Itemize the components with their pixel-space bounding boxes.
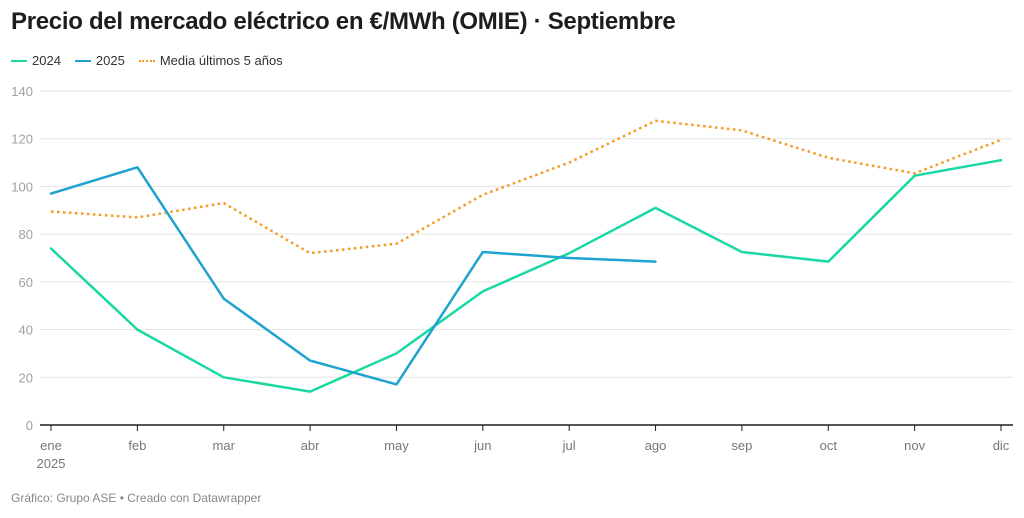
legend-label-2025: 2025 xyxy=(95,53,125,68)
x-tick-label-dic: dic xyxy=(993,438,1010,453)
x-tick-label-jun: jun xyxy=(473,438,491,453)
x-tick-label-nov: nov xyxy=(904,438,925,453)
series-line-2025 xyxy=(49,166,657,386)
chart-title: Precio del mercado eléctrico en €/MWh (O… xyxy=(11,8,676,35)
x-tick-label-abr: abr xyxy=(301,438,320,453)
footer-credit: Gráfico: Grupo ASE • Creado con Datawrap… xyxy=(11,491,262,505)
x-tick-label-mar: mar xyxy=(213,438,236,453)
y-tick-label-20: 20 xyxy=(19,370,33,385)
y-tick-label-120: 120 xyxy=(11,132,33,147)
x-tick-label-ago: ago xyxy=(645,438,667,453)
y-tick-label-100: 100 xyxy=(11,179,33,194)
y-tick-label-140: 140 xyxy=(11,84,33,99)
y-tick-label-80: 80 xyxy=(19,227,33,242)
legend-item-media: Media últimos 5 años xyxy=(138,53,283,68)
x-tick-label-oct: oct xyxy=(820,438,838,453)
y-tick-label-60: 60 xyxy=(19,275,33,290)
x-tick-sublabel-year: 2025 xyxy=(37,456,66,471)
legend-item-2025: 2025 xyxy=(74,53,125,68)
x-tick-label-feb: feb xyxy=(128,438,146,453)
legend-swatch-2024 xyxy=(11,59,27,62)
x-tick-label-jul: jul xyxy=(562,438,576,453)
y-tick-label-40: 40 xyxy=(19,323,33,338)
series-line-2024 xyxy=(49,158,1003,393)
legend-label-media: Media últimos 5 años xyxy=(159,53,283,68)
x-tick-label-ene: ene xyxy=(40,438,62,453)
x-tick-label-sep: sep xyxy=(731,438,752,453)
legend-item-2024: 2024 xyxy=(11,53,61,68)
legend-label-2024: 2024 xyxy=(32,53,61,68)
series-line-media-ltimos-5-a-os xyxy=(50,119,1002,255)
legend-swatch-media xyxy=(138,59,155,62)
x-tick-label-may: may xyxy=(384,438,409,453)
legend-swatch-2025 xyxy=(74,59,91,62)
y-tick-label-0: 0 xyxy=(26,418,33,433)
legend: 2024 2025 Media últimos 5 años xyxy=(11,53,297,68)
